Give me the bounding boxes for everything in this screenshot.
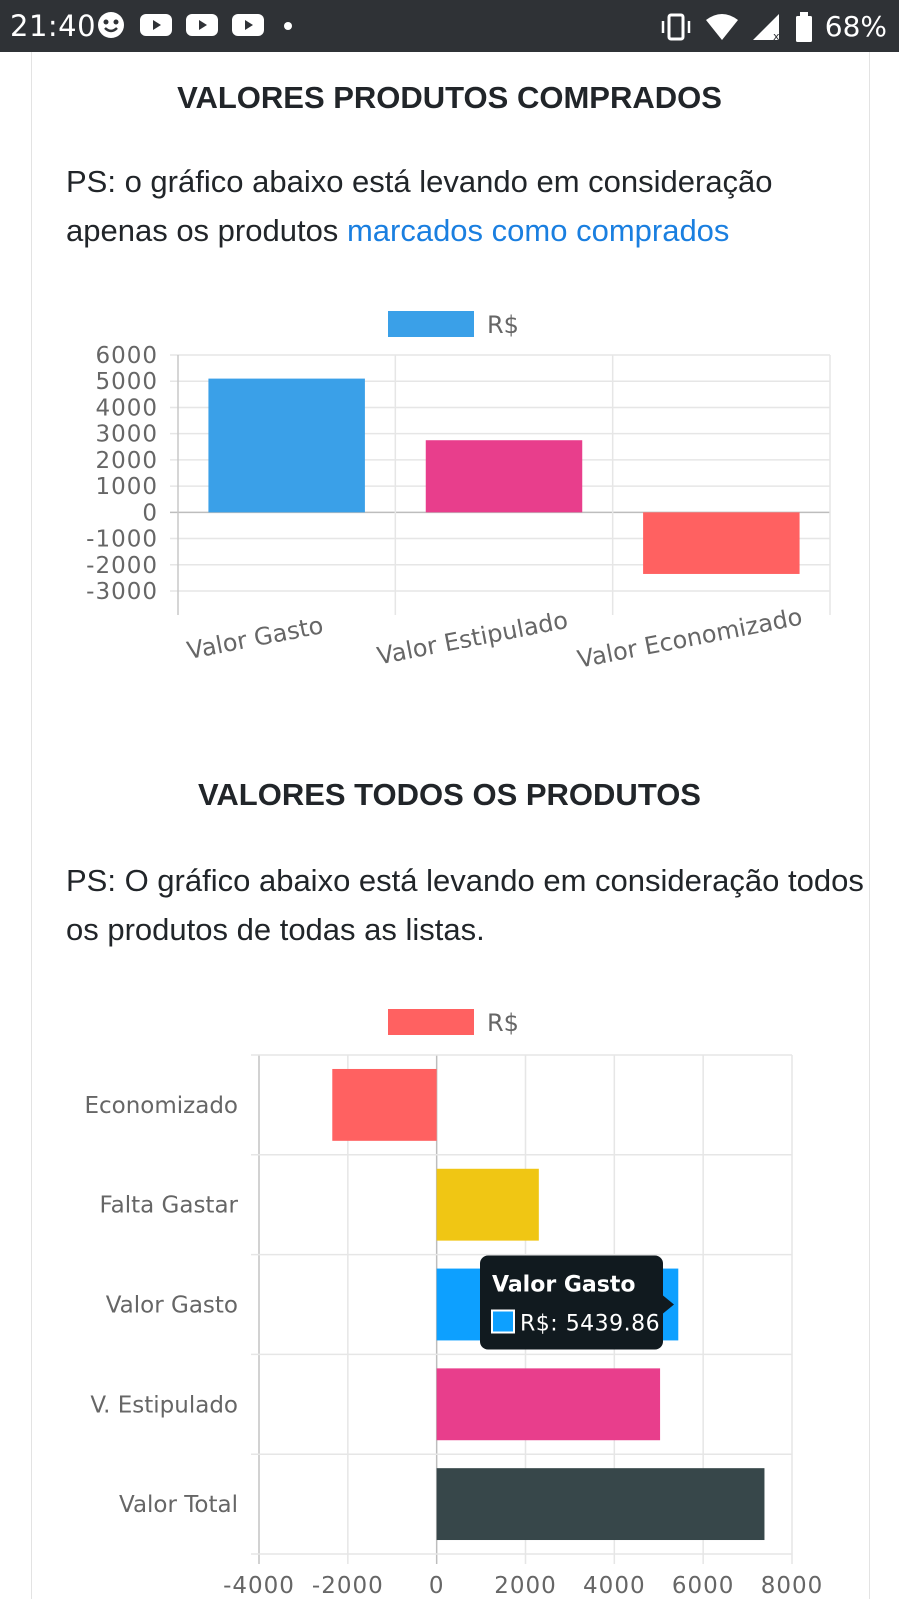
signal-icon: x (752, 13, 780, 41)
bar-valor-gasto (208, 378, 365, 513)
x-tick-label: 2000 (494, 1573, 557, 1599)
youtube-icon (186, 14, 218, 36)
note-all: PS: O gráfico abaixo está levando em con… (66, 863, 864, 947)
svg-text:x: x (773, 30, 780, 41)
system-icons: x 68% (659, 10, 887, 43)
status-bar: 21:40 x 68% (0, 0, 899, 52)
status-time: 21:40 (10, 9, 97, 43)
bar-valor-economizado (643, 512, 800, 574)
chart-tooltip: Valor Gasto R$: 5439.86 (480, 1255, 674, 1350)
chart-purchased: R$ 6000500040003000200010000-1000-2000-30… (86, 311, 831, 674)
tooltip-title: Valor Gasto (492, 1273, 635, 1298)
bar-falta-gastar (436, 1168, 539, 1241)
bar-v-estipulado (436, 1368, 661, 1441)
section-title-purchased: VALORES PRODUTOS COMPRADOS (177, 80, 722, 115)
note-text: PS: o gráfico abaixo está levando em con… (66, 164, 773, 248)
tooltip-box (480, 1255, 663, 1350)
bar-valor-estipulado (425, 440, 583, 513)
x-tick-label: 0 (429, 1573, 445, 1599)
battery-icon (795, 11, 812, 42)
youtube-icon (140, 14, 172, 36)
tooltip-swatch (491, 1309, 515, 1334)
wifi-icon (705, 13, 738, 40)
dot-icon (284, 22, 292, 30)
note-purchased: PS: o gráfico abaixo está levando em con… (66, 157, 866, 255)
tooltip-caret (663, 1295, 674, 1314)
legend-swatch (388, 311, 474, 337)
youtube-icon (232, 14, 264, 36)
y-tick-label: 3000 (95, 422, 158, 448)
vibrate-icon (661, 13, 691, 40)
y-tick-label: -1000 (86, 527, 158, 553)
marked-as-purchased-link[interactable]: marcados como comprados (346, 213, 730, 248)
y-tick-label: Valor Gasto (106, 1293, 238, 1319)
y-tick-label: Economizado (84, 1093, 238, 1119)
y-tick-label: 6000 (95, 343, 158, 369)
x-tick-label: 6000 (672, 1573, 735, 1599)
y-tick-label: 0 (142, 500, 158, 526)
y-tick-label: Falta Gastar (100, 1193, 239, 1219)
face-icon (98, 12, 124, 38)
y-tick-label: -2000 (86, 553, 158, 579)
y-tick-label: 4000 (95, 395, 158, 421)
legend-swatch (388, 1009, 474, 1035)
tooltip-value: R$: 5439.86 (520, 1312, 660, 1337)
x-tick-label: -4000 (223, 1573, 295, 1599)
battery-percent: 68% (824, 10, 887, 43)
bar-valor-total (436, 1468, 765, 1541)
y-tick-label: 2000 (95, 448, 158, 474)
x-tick-label: 8000 (761, 1573, 824, 1599)
notification-icons (96, 10, 298, 40)
y-tick-label: 1000 (95, 474, 158, 500)
legend-label: R$ (487, 311, 519, 339)
y-tick-label: Valor Total (119, 1492, 238, 1518)
y-tick-label: 5000 (95, 369, 158, 395)
bar-economizado (332, 1068, 437, 1141)
y-tick-label: -3000 (86, 579, 158, 605)
legend-label: R$ (487, 1009, 519, 1037)
content-card (31, 52, 870, 1599)
y-tick-label: V. Estipulado (90, 1392, 238, 1418)
x-tick-label: 4000 (583, 1573, 646, 1599)
x-tick-label: -2000 (312, 1573, 384, 1599)
section-title-all: VALORES TODOS OS PRODUTOS (198, 777, 701, 812)
